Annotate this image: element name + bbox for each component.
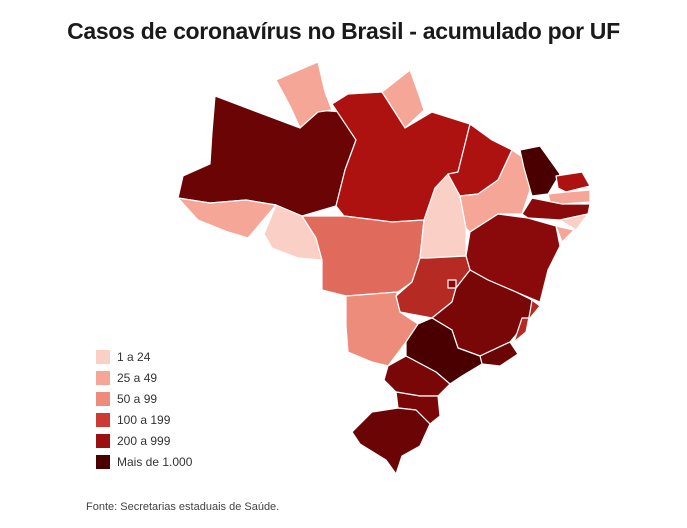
- legend-swatch: [96, 349, 110, 364]
- legend-swatch: [96, 433, 110, 448]
- state-es: [513, 299, 541, 343]
- state-se: [555, 225, 575, 243]
- legend-swatch: [96, 454, 110, 469]
- state-am: [177, 95, 357, 217]
- legend-swatch: [96, 391, 110, 406]
- legend-label: 25 a 49: [117, 370, 158, 385]
- state-mt: [301, 215, 425, 297]
- legend-item: Mais de 1.000: [96, 451, 192, 472]
- state-rn: [555, 171, 591, 193]
- legend-label: 50 a 99: [117, 391, 158, 406]
- state-pe: [521, 197, 591, 221]
- state-rr: [275, 61, 333, 129]
- state-al: [559, 213, 589, 231]
- legend-item: 50 a 99: [96, 388, 192, 409]
- legend-swatch: [96, 370, 110, 385]
- map-legend: 1 a 24 25 a 49 50 a 99 100 a 199 200 a 9…: [96, 346, 192, 472]
- state-rs: [351, 407, 431, 475]
- state-ac: [177, 197, 277, 239]
- legend-item: 1 a 24: [96, 346, 192, 367]
- legend-item: 100 a 199: [96, 409, 192, 430]
- map-title: Casos de coronavírus no Brasil - acumula…: [67, 18, 620, 44]
- legend-item: 25 a 49: [96, 367, 192, 388]
- legend-label: Mais de 1.000: [117, 454, 193, 469]
- legend-swatch: [96, 412, 110, 427]
- state-df: [447, 279, 457, 289]
- legend-label: 100 a 199: [117, 412, 171, 427]
- legend-label: 200 a 999: [117, 433, 171, 448]
- legend-label: 1 a 24: [117, 349, 151, 364]
- legend-item: 200 a 999: [96, 430, 192, 451]
- source-note: Fonte: Secretarias estaduais de Saúde.: [86, 501, 280, 513]
